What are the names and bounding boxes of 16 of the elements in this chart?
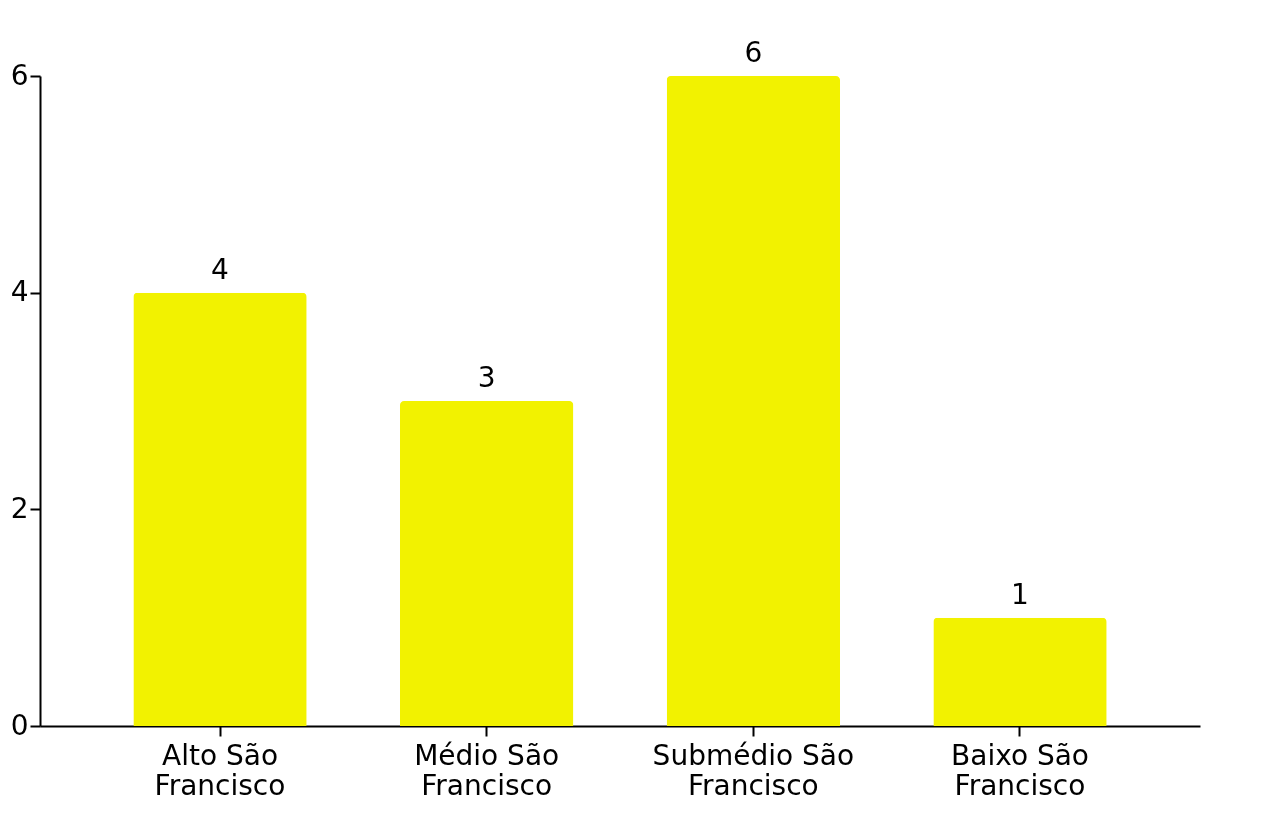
x-tick-label: Alto São Francisco <box>154 738 286 802</box>
bar <box>666 76 840 726</box>
data-label: 3 <box>477 361 496 394</box>
y-tick-label: 2 <box>10 491 29 525</box>
data-label: 1 <box>1011 577 1029 611</box>
x-tick-label: Baixo São Francisco <box>951 738 1089 802</box>
y-tick-label: 6 <box>10 58 29 92</box>
x-tick-label: Submédio São Francisco <box>652 738 855 802</box>
x-tick-label: Médio São Francisco <box>414 738 560 802</box>
data-label: 4 <box>211 252 229 286</box>
bar <box>400 401 574 726</box>
bar <box>133 292 307 726</box>
data-label: 6 <box>744 36 763 69</box>
bar <box>933 617 1107 726</box>
y-tick-label: 0 <box>10 708 29 742</box>
y-tick-label: 4 <box>10 275 29 309</box>
